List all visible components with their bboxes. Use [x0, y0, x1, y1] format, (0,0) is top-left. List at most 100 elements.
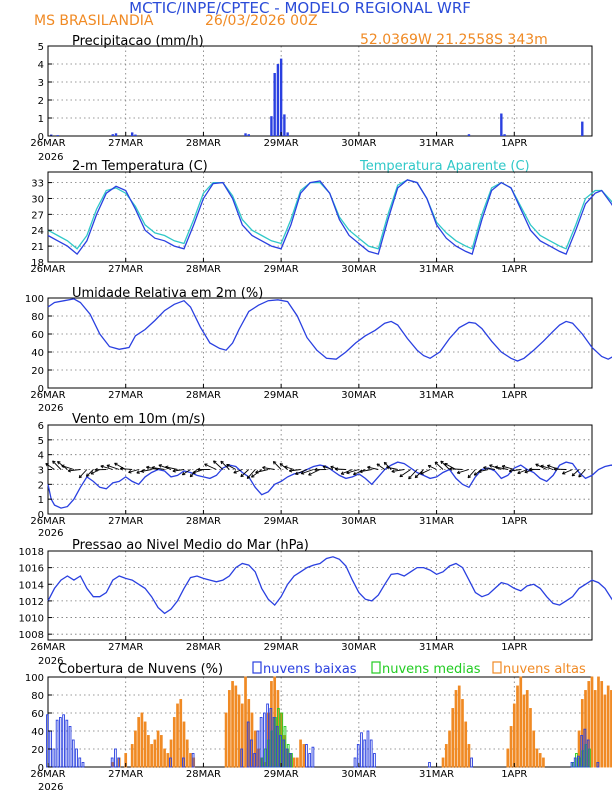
wind-arrow — [284, 466, 295, 470]
cloud-high-bar — [156, 730, 160, 768]
clouds-day-label: 29MAR — [264, 769, 299, 780]
cloud-high-bar — [464, 721, 468, 768]
cloud-high-bar — [451, 708, 455, 768]
press-ytick-label: 1018 — [19, 547, 44, 558]
wind-arrow — [158, 464, 172, 470]
rh-title: Umidade Relativa em 2m (%) — [72, 286, 263, 301]
wind-arrowhead — [314, 467, 318, 472]
cloud-low-bar — [62, 714, 65, 768]
clouds-ytick-label: 100 — [25, 673, 44, 684]
wind-arrow — [128, 469, 139, 473]
wind-arrowhead — [376, 463, 380, 467]
temp-ytick-label: 33 — [31, 179, 44, 190]
clouds-day-label: 26MAR — [30, 769, 65, 780]
cloud-high-bar — [522, 694, 526, 768]
wind-arrow — [440, 460, 450, 470]
precip-day-label: 27MAR — [108, 138, 143, 149]
cloud-high-bar — [134, 730, 137, 768]
wind-arrow — [141, 469, 152, 473]
wind-arrowhead — [204, 463, 208, 467]
wind-arrowhead — [535, 463, 539, 467]
temp-day-label: 30MAR — [341, 264, 376, 275]
wind-ytick-label: 4 — [38, 451, 44, 462]
precip-bar — [467, 134, 471, 136]
year-label: 2026 — [38, 403, 63, 414]
cloud-high-bar — [227, 690, 231, 768]
cloud-high-bar — [454, 690, 458, 768]
press-series-line — [47, 556, 612, 615]
temp-title: 2-m Temperatura (C) — [72, 159, 208, 174]
wind-arrowhead — [136, 470, 140, 474]
cloud-high-bar — [506, 748, 510, 768]
cloud-low-bar — [363, 739, 367, 768]
wind-arrow — [67, 469, 81, 472]
wind-arrowhead — [524, 469, 528, 474]
precip-ytick-label: 0 — [38, 132, 44, 143]
cloud-high-bar — [597, 676, 600, 768]
rh-day-label: 26MAR — [30, 390, 65, 401]
cloud-low-bar — [470, 757, 473, 768]
cloud-high-bar — [140, 712, 144, 768]
wind-arrowhead — [114, 462, 118, 467]
wind-arrow — [213, 460, 224, 470]
temp-ytick-label: 27 — [31, 210, 44, 221]
wind-arrow — [457, 469, 470, 474]
clouds-ytick-label: 60 — [31, 709, 44, 720]
cloud-low-bar — [250, 739, 253, 768]
cloud-low-bar — [110, 757, 114, 768]
wind-arrow — [420, 469, 431, 475]
wind-arrow — [517, 469, 528, 474]
wind-arrowhead — [367, 465, 371, 470]
precip-day-label: 26MAR — [30, 138, 65, 149]
temp-series-line — [47, 179, 612, 256]
cloud-low-bar — [272, 717, 276, 768]
wind-arrow — [562, 469, 573, 475]
wind-arrow — [182, 469, 191, 476]
cloud-high-bar — [603, 694, 607, 768]
wind-arrowhead — [420, 471, 424, 475]
wind-arrowhead — [106, 464, 110, 468]
precip-day-label: 31MAR — [419, 138, 454, 149]
wind-arrow — [494, 466, 508, 470]
wind-arrowhead — [146, 465, 150, 470]
wind-arrow — [467, 469, 476, 479]
wind-arrowhead — [473, 472, 478, 476]
temp-ytick-label: 21 — [31, 242, 44, 253]
wind-arrowhead — [100, 464, 104, 469]
wind-arrow — [322, 466, 334, 470]
cloud-high-bar — [600, 681, 604, 768]
wind-arrow — [146, 466, 159, 470]
cloud-high-bar — [606, 685, 610, 768]
precip-bar — [283, 114, 286, 136]
wind-ytick-label: 1 — [38, 495, 44, 506]
wind-arrowhead — [440, 460, 444, 465]
rh-ytick-label: 80 — [31, 312, 44, 323]
cloud-high-bar — [542, 757, 545, 768]
cloud-high-bar — [516, 685, 519, 768]
wind-arrow — [78, 469, 88, 479]
cloud-high-bar — [163, 748, 166, 768]
press-ytick-label: 1016 — [19, 564, 44, 575]
press-day-label: 30MAR — [341, 642, 376, 653]
legend-high-label: nuvens altas — [503, 662, 586, 677]
rh-ytick-label: 100 — [25, 294, 44, 305]
cloud-low-bar — [59, 717, 62, 768]
precip-bar — [581, 121, 584, 136]
wind-arrowhead — [427, 464, 432, 469]
wind-arrowhead — [434, 461, 439, 466]
header-run: 26/03/2026 00Z — [205, 13, 318, 29]
cloud-high-bar — [176, 703, 179, 768]
wind-arrow — [367, 466, 379, 470]
wind-arrow — [272, 461, 282, 470]
cloud-high-bar — [525, 690, 529, 768]
wind-arrow — [483, 467, 495, 470]
wind-arrow — [246, 469, 256, 479]
precip-bar — [279, 58, 283, 136]
precip-bar — [503, 134, 506, 136]
cloud-low-bar — [288, 753, 292, 768]
cloud-high-bar — [529, 708, 532, 768]
wind-arrow — [61, 465, 75, 470]
wind-arrow — [386, 466, 398, 470]
wind-arrowhead — [233, 470, 237, 474]
precip-bar — [56, 135, 59, 136]
